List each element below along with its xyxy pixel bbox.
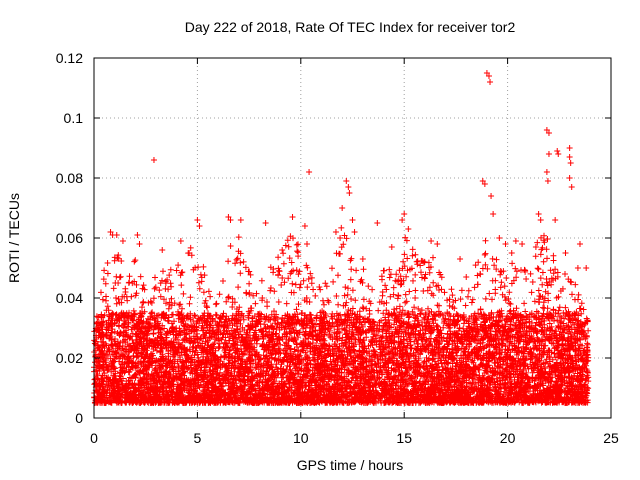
dense-point-cloud	[91, 224, 592, 406]
data-point	[345, 184, 352, 190]
y-tick-labels: 0 0.02 0.04 0.06 0.08 0.1 0.12	[56, 50, 83, 426]
data-point	[535, 211, 542, 217]
data-point	[552, 217, 559, 223]
chart-title: Day 222 of 2018, Rate Of TEC Index for r…	[185, 19, 516, 35]
data-point	[485, 73, 492, 79]
data-point	[583, 265, 590, 271]
x-tick-label: 0	[90, 430, 98, 446]
data-point	[346, 190, 353, 196]
y-tick-label: 0.08	[56, 170, 83, 186]
data-point	[566, 154, 573, 160]
data-point	[186, 250, 193, 256]
data-point	[457, 256, 464, 262]
data-point	[237, 217, 244, 223]
data-point	[488, 193, 495, 199]
data-points	[91, 70, 592, 406]
x-tick-label: 20	[500, 430, 516, 446]
data-point	[487, 79, 494, 85]
x-tick-labels: 0 5 10 15 20 25	[90, 430, 619, 446]
x-tick-label: 15	[396, 430, 412, 446]
y-tick-label: 0.1	[64, 110, 84, 126]
data-point	[304, 241, 311, 247]
data-point	[351, 229, 358, 235]
data-point	[545, 130, 552, 136]
data-point	[177, 238, 184, 244]
data-point	[113, 232, 120, 238]
y-tick-label: 0	[75, 410, 83, 426]
data-point	[519, 241, 526, 247]
x-tick-label: 25	[603, 430, 619, 446]
x-tick-label: 10	[293, 430, 309, 446]
data-point	[388, 244, 395, 250]
data-point	[567, 160, 574, 166]
data-point	[196, 223, 203, 229]
data-point	[566, 145, 573, 151]
data-point	[543, 169, 550, 175]
data-point	[349, 217, 356, 223]
y-tick-label: 0.04	[56, 290, 83, 306]
data-point	[481, 181, 488, 187]
data-point	[490, 211, 497, 217]
data-point	[562, 250, 569, 256]
data-point	[301, 223, 308, 229]
y-axis-label: ROTI / TECUs	[6, 193, 22, 283]
data-point	[306, 169, 313, 175]
data-point	[136, 241, 143, 247]
y-tick-label: 0.02	[56, 350, 83, 366]
data-point	[332, 229, 339, 235]
x-tick-label: 5	[194, 430, 202, 446]
data-point	[537, 217, 544, 223]
data-point	[568, 184, 575, 190]
data-point	[463, 274, 470, 280]
data-point	[343, 178, 350, 184]
data-point	[227, 217, 234, 223]
data-point	[574, 265, 581, 271]
data-point	[289, 214, 296, 220]
data-point	[337, 235, 344, 241]
data-point	[262, 220, 269, 226]
data-point	[399, 217, 406, 223]
data-point	[119, 238, 126, 244]
data-point	[496, 235, 503, 241]
data-point	[554, 148, 561, 154]
data-point	[545, 151, 552, 157]
data-point	[405, 226, 412, 232]
data-point	[159, 247, 166, 253]
data-point	[576, 241, 583, 247]
data-point	[150, 157, 157, 163]
data-point	[508, 250, 515, 256]
data-point	[555, 151, 562, 157]
data-point	[512, 238, 519, 244]
data-point	[566, 175, 573, 181]
data-point	[502, 241, 509, 247]
data-point	[428, 238, 435, 244]
axis-ticks	[93, 57, 612, 419]
y-tick-label: 0.06	[56, 230, 83, 246]
x-axis-label: GPS time / hours	[297, 457, 404, 473]
y-tick-label: 0.12	[56, 50, 83, 66]
data-point	[194, 217, 201, 223]
data-point	[134, 232, 141, 238]
data-point	[434, 241, 441, 247]
data-point	[359, 256, 366, 262]
data-point	[279, 247, 286, 253]
data-point	[544, 178, 551, 184]
data-point	[374, 220, 381, 226]
data-point	[401, 211, 408, 217]
data-point	[339, 205, 346, 211]
